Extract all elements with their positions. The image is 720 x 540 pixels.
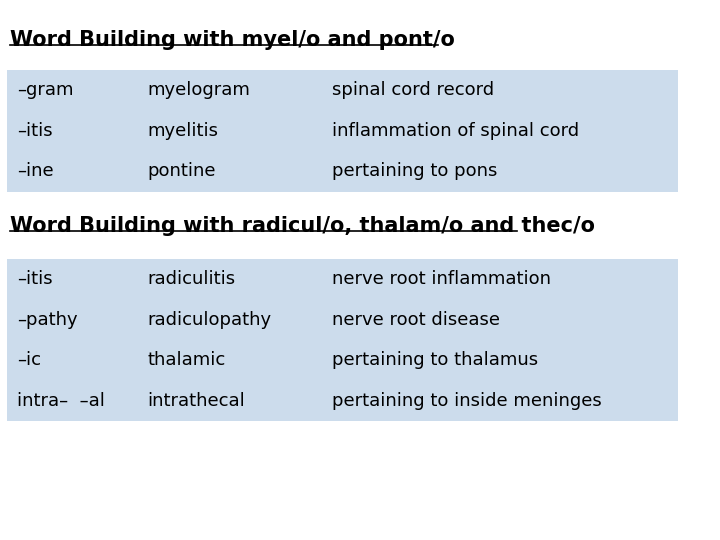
Text: Word Building with myel/o and pont/o: Word Building with myel/o and pont/o [10,30,455,50]
FancyBboxPatch shape [7,259,678,300]
Text: thalamic: thalamic [147,352,225,369]
Text: –gram: –gram [17,82,73,99]
FancyBboxPatch shape [7,151,678,192]
Text: Word Building with radicul/o, thalam/o and thec/o: Word Building with radicul/o, thalam/o a… [10,216,595,236]
FancyBboxPatch shape [7,70,678,111]
Text: –ine: –ine [17,163,54,180]
Text: myelitis: myelitis [147,122,218,140]
Text: pontine: pontine [147,163,216,180]
Text: inflammation of spinal cord: inflammation of spinal cord [332,122,579,140]
Text: pertaining to thalamus: pertaining to thalamus [332,352,538,369]
Text: nerve root disease: nerve root disease [332,311,500,329]
FancyBboxPatch shape [7,300,678,340]
Text: –ic: –ic [17,352,41,369]
FancyBboxPatch shape [7,340,678,381]
Text: pertaining to inside meninges: pertaining to inside meninges [332,392,602,410]
FancyBboxPatch shape [7,381,678,421]
Text: –pathy: –pathy [17,311,78,329]
Text: spinal cord record: spinal cord record [332,82,494,99]
Text: –itis: –itis [17,122,53,140]
Text: nerve root inflammation: nerve root inflammation [332,271,551,288]
Text: –itis: –itis [17,271,53,288]
Text: intra–  –al: intra– –al [17,392,105,410]
Text: myelogram: myelogram [147,82,250,99]
Text: intrathecal: intrathecal [147,392,245,410]
Text: radiculopathy: radiculopathy [147,311,271,329]
Text: pertaining to pons: pertaining to pons [332,163,498,180]
FancyBboxPatch shape [7,111,678,151]
Text: radiculitis: radiculitis [147,271,235,288]
